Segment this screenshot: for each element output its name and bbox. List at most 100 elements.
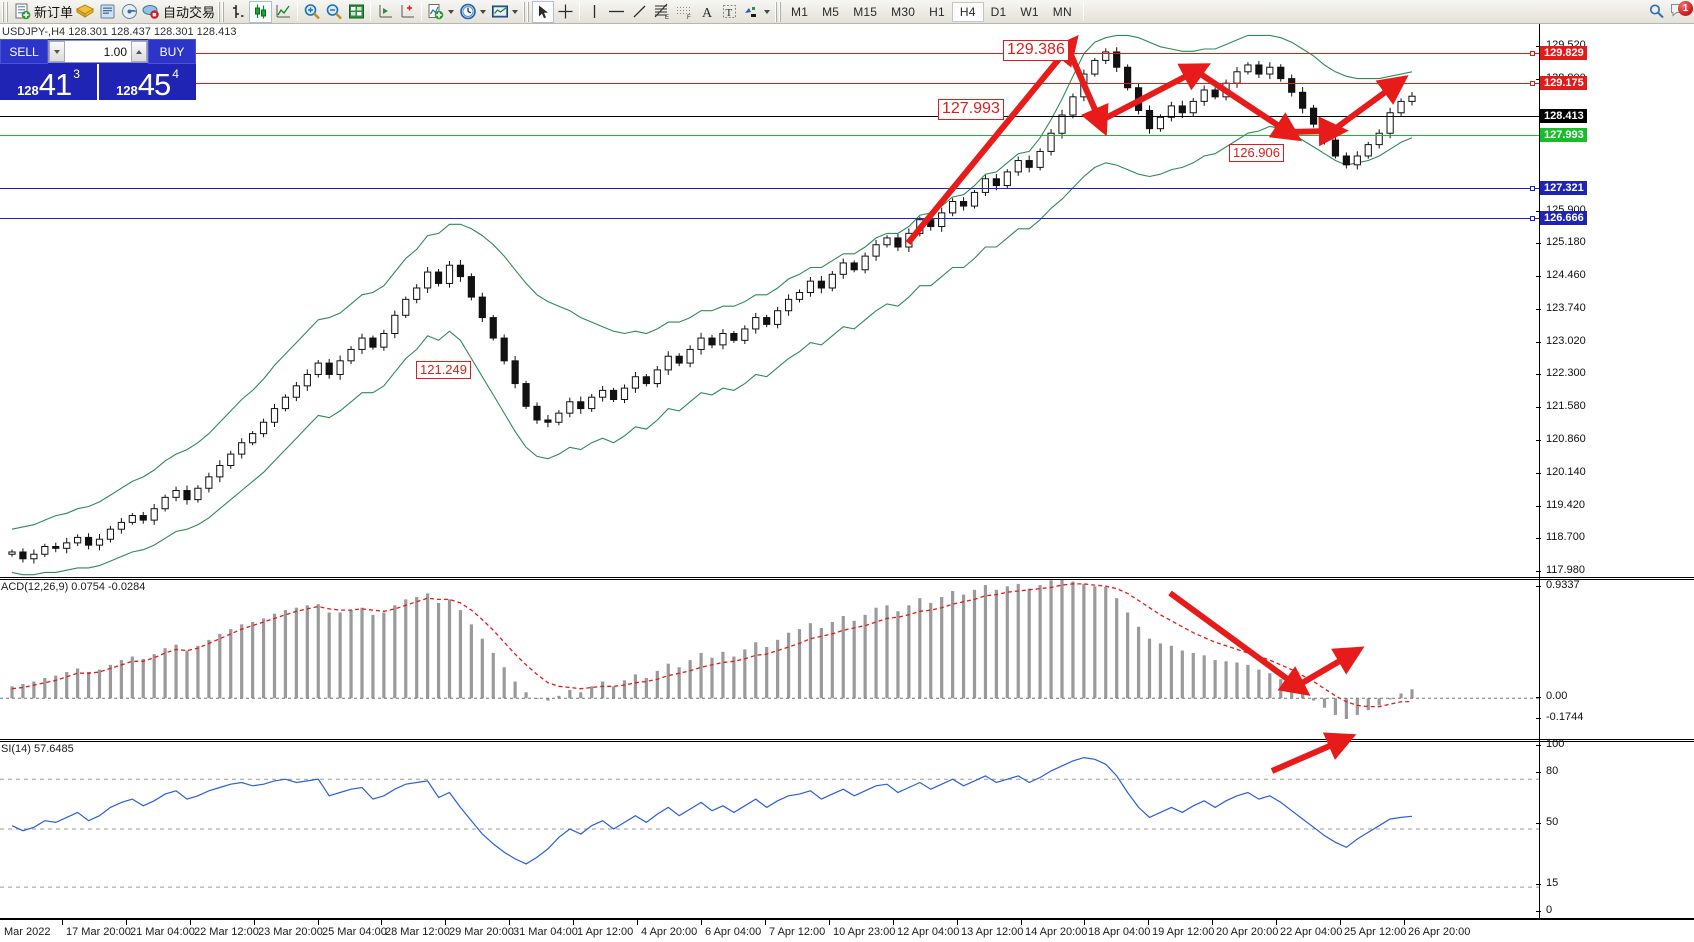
price-chart-pane[interactable] <box>0 24 1694 578</box>
toolbar-grip-3[interactable] <box>523 1 531 22</box>
price-level-handle[interactable] <box>1530 216 1535 221</box>
notifications-button[interactable]: 1 <box>1668 0 1694 23</box>
cursor-icon[interactable] <box>532 0 555 23</box>
price-level-handle[interactable] <box>1530 186 1535 191</box>
signal-icon[interactable] <box>118 1 140 23</box>
fibonacci-icon[interactable]: E <box>650 1 673 23</box>
textlabel-icon[interactable]: T <box>718 1 740 23</box>
zoom-in-icon[interactable] <box>301 1 323 23</box>
time-tick-label: Mar 2022 <box>4 926 51 938</box>
macd-tick <box>1536 718 1541 719</box>
price-level-line-127.993[interactable] <box>0 135 1539 136</box>
toolbar-grip[interactable] <box>2 1 9 22</box>
hline-icon[interactable] <box>605 1 628 23</box>
time-tick-label: 28 Mar 12:00 <box>385 926 450 938</box>
period-clock-icon[interactable] <box>457 1 479 23</box>
timeframe-m15[interactable]: M15 <box>853 4 878 19</box>
new-order-icon[interactable] <box>11 1 33 23</box>
autotrade-label[interactable]: 自动交易 <box>163 5 216 20</box>
price-level-handle[interactable] <box>1530 51 1535 56</box>
timeframe-mn[interactable]: MN <box>1052 4 1072 19</box>
price-tick-label: 123.740 <box>1546 301 1586 314</box>
macd-pane[interactable] <box>0 579 1694 740</box>
buy-price[interactable]: 128 45 4 <box>97 64 196 100</box>
timeframe-w1[interactable]: W1 <box>1020 4 1039 19</box>
zoom-out-icon[interactable] <box>323 1 345 23</box>
time-tick-label: 13 Apr 12:00 <box>961 926 1024 938</box>
toolbar-grip-4[interactable] <box>775 1 783 22</box>
time-tick-label: 25 Apr 12:00 <box>1344 926 1407 938</box>
price-level-line-129.175[interactable] <box>0 83 1539 84</box>
annotation-label-126.906[interactable]: 126.906 <box>1229 144 1284 162</box>
annotation-label-127.993[interactable]: 127.993 <box>938 99 1004 120</box>
macd-tick <box>1536 697 1541 698</box>
price-tick-label: 123.020 <box>1546 334 1586 347</box>
toolbar-separator-3 <box>421 2 423 21</box>
volume-value[interactable]: 1.00 <box>103 44 127 59</box>
templates-icon[interactable] <box>489 1 511 23</box>
sell-price[interactable]: 128 41 3 <box>0 64 97 100</box>
annotation-label-129.386[interactable]: 129.386 <box>1003 40 1069 61</box>
price-tag-128.413[interactable]: 128.413 <box>1540 109 1587 123</box>
price-tag-127.321[interactable]: 127.321 <box>1540 181 1587 195</box>
time-tick <box>126 920 127 925</box>
wallet-icon[interactable] <box>74 1 96 23</box>
price-tag-129.829[interactable]: 129.829 <box>1540 46 1587 60</box>
shapes-icon[interactable] <box>740 1 763 23</box>
price-tag-127.993[interactable]: 127.993 <box>1540 128 1587 142</box>
price-level-line-128.413[interactable] <box>0 116 1539 117</box>
buy-button[interactable]: BUY <box>148 39 196 64</box>
annotation-label-121.249[interactable]: 121.249 <box>416 361 471 379</box>
timeframe-m30[interactable]: M30 <box>891 4 916 19</box>
macd-tick-label: 0.00 <box>1546 690 1568 702</box>
timeframe-d1[interactable]: D1 <box>990 4 1007 19</box>
timeframe-m1[interactable]: M1 <box>791 4 809 19</box>
time-tick-label: 19 Apr 12:00 <box>1152 926 1215 938</box>
autoscroll-icon[interactable] <box>396 1 418 23</box>
search-icon[interactable] <box>1646 1 1668 23</box>
time-tick <box>1021 920 1022 925</box>
text-icon[interactable]: A <box>696 1 718 23</box>
price-level-line-129.829[interactable] <box>0 53 1539 54</box>
chevron-down-icon-templates[interactable] <box>512 9 519 14</box>
volume-down-arrow[interactable] <box>49 41 65 62</box>
toolbar-grip-2[interactable] <box>218 1 226 22</box>
price-tag-129.175[interactable]: 129.175 <box>1540 76 1587 90</box>
vline-icon[interactable] <box>583 1 605 23</box>
timeframe-h1[interactable]: H1 <box>929 4 945 19</box>
rsi-pane[interactable] <box>0 741 1694 919</box>
price-tick-label: 117.980 <box>1546 564 1585 577</box>
sell-button[interactable]: SELL <box>0 39 48 64</box>
timeframe-h4[interactable]: H4 <box>951 1 984 22</box>
line-chart-icon[interactable] <box>272 1 294 23</box>
news-icon[interactable] <box>96 1 118 23</box>
chevron-down-icon-shapes[interactable] <box>764 9 771 14</box>
price-tick-label: 125.180 <box>1546 236 1586 249</box>
add-indicator-icon[interactable] <box>425 1 447 23</box>
chevron-down-icon-period[interactable] <box>480 9 487 14</box>
shift-chart-icon[interactable] <box>374 1 396 23</box>
bar-chart-icon[interactable] <box>227 1 249 23</box>
channel-icon[interactable]: F <box>673 1 696 23</box>
price-tick <box>1536 210 1541 212</box>
crosshair-icon[interactable] <box>554 1 576 23</box>
time-axis[interactable]: Mar 2022 17 Mar 20:00 21 Mar 04:00 22 Mar 1… <box>0 919 1694 942</box>
trendline-icon[interactable] <box>628 1 650 23</box>
chevron-down-icon-indicators[interactable] <box>448 9 455 14</box>
candlestick-icon[interactable] <box>249 0 273 23</box>
volume-up-arrow[interactable] <box>131 41 147 62</box>
price-level-line-126.666[interactable] <box>0 218 1539 219</box>
one-click-trading-panel[interactable]: SELL 1.00 BUY 128 41 3 128 45 4 <box>0 39 196 100</box>
buy-price-main: 45 <box>137 67 171 102</box>
autotrade-icon[interactable] <box>140 1 162 23</box>
quote-panel-prices: 128 41 3 128 45 4 <box>0 64 196 100</box>
price-level-handle[interactable] <box>1530 81 1535 86</box>
time-tick-label: 17 Mar 20:00 <box>66 926 131 938</box>
volume-stepper[interactable]: 1.00 <box>48 40 148 63</box>
price-tag-126.666[interactable]: 126.666 <box>1540 211 1587 225</box>
new-order-label[interactable]: 新订单 <box>34 5 74 20</box>
timeframe-m5[interactable]: M5 <box>822 4 840 19</box>
tile-windows-icon[interactable] <box>345 1 367 23</box>
price-level-line-127.321[interactable] <box>0 188 1539 189</box>
svg-text:T: T <box>725 7 732 19</box>
